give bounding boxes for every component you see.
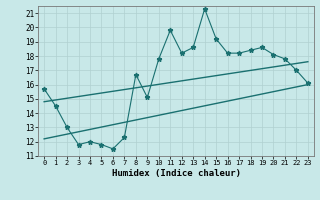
- X-axis label: Humidex (Indice chaleur): Humidex (Indice chaleur): [111, 169, 241, 178]
